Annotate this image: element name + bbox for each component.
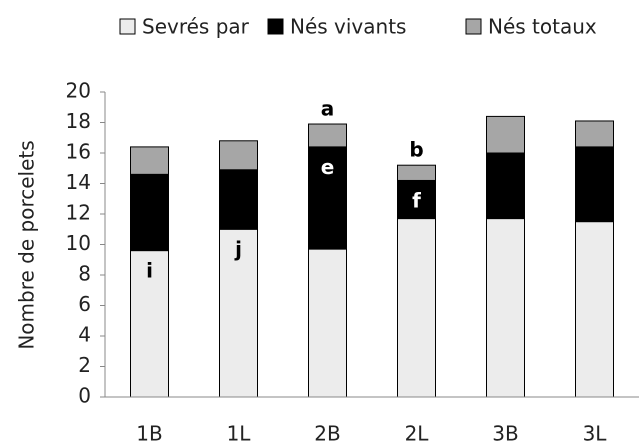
x-tick-label: 2B: [314, 422, 340, 442]
y-axis-title: Nombre de porcelets: [15, 140, 39, 349]
x-tick-label: 1B: [136, 422, 162, 442]
legend-label: Sevrés par: [142, 15, 250, 39]
bar-segment: [308, 123, 347, 148]
bar-segment: [486, 218, 525, 398]
legend-swatch: [267, 18, 284, 35]
annotation: j: [234, 237, 242, 261]
bar-segment: [486, 152, 525, 220]
legend-label: Nés totaux: [488, 15, 597, 39]
y-tick-label: 4: [78, 323, 91, 347]
y-tick-label: 14: [66, 170, 91, 194]
x-tick-label: 2L: [405, 422, 430, 442]
bar-segment: [130, 173, 169, 252]
bar-segment: [219, 169, 258, 230]
annotation: i: [146, 258, 153, 282]
y-tick-label: 0: [78, 384, 91, 408]
bar-segment: [575, 221, 614, 398]
y-tick-label: 20: [66, 79, 91, 103]
y-tick-label: 16: [66, 140, 91, 164]
bar-segment: [575, 120, 614, 148]
legend-swatch: [465, 18, 482, 35]
bar-segment: [397, 218, 436, 398]
annotation: e: [321, 155, 335, 179]
y-tick-label: 8: [78, 262, 91, 286]
y-tick-label: 10: [66, 231, 91, 255]
bar-segment: [397, 164, 436, 181]
bar-segment: [308, 248, 347, 398]
annotation: f: [412, 188, 421, 212]
bar-segment: [575, 146, 614, 223]
x-tick-label: 3B: [492, 422, 518, 442]
bar-segment: [219, 140, 258, 171]
annotation: a: [321, 97, 335, 121]
x-tick-label: 3L: [583, 422, 608, 442]
bar-segment: [130, 250, 169, 398]
annotation: b: [409, 138, 423, 162]
x-tick-label: 1L: [227, 422, 252, 442]
bar-segment: [130, 146, 169, 175]
y-tick-label: 12: [66, 201, 91, 225]
y-tick-label: 2: [78, 353, 91, 377]
bar-segment: [486, 115, 525, 154]
legend-swatch: [119, 18, 136, 35]
y-tick-label: 6: [78, 292, 91, 316]
y-tick-label: 18: [66, 109, 91, 133]
legend-label: Nés vivants: [290, 15, 406, 39]
